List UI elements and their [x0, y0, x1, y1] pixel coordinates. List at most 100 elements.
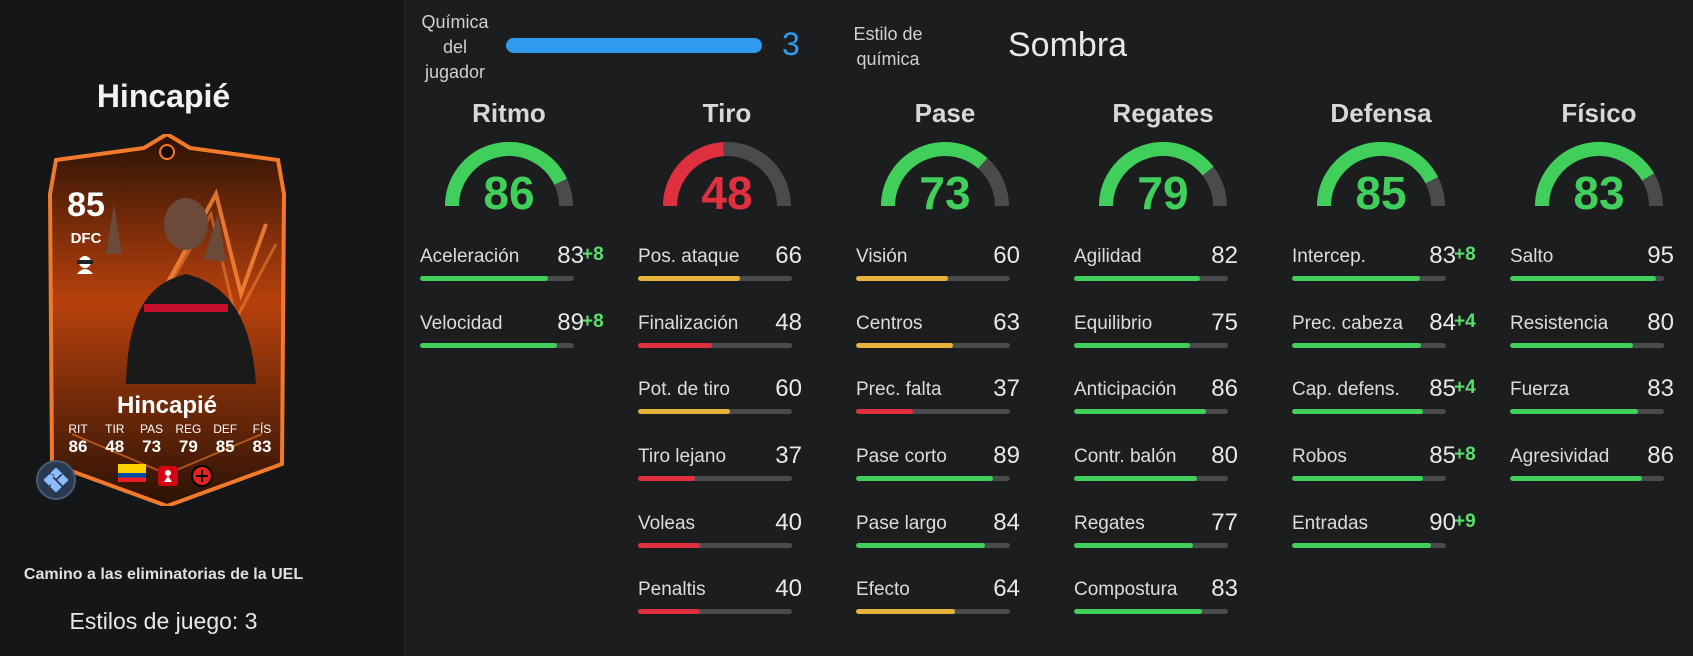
attribute-boost: +4 [1454, 377, 1476, 399]
attribute-row[interactable]: Visión 60 [856, 242, 1034, 309]
attribute-name: Agilidad [1074, 246, 1142, 267]
attribute-row[interactable]: Salto 95 [1510, 242, 1688, 309]
attribute-name: Agresividad [1510, 446, 1610, 468]
attribute-row[interactable]: Compostura 83 [1074, 575, 1252, 642]
attribute-row[interactable]: Efecto 64 [856, 575, 1034, 642]
attribute-bar [420, 276, 574, 281]
chemistry-style-label: Estilo de química [853, 24, 923, 69]
attribute-row[interactable]: Voleas 40 [638, 509, 816, 576]
attribute-value: 40 [775, 575, 802, 603]
attribute-boost: +9 [1454, 510, 1476, 532]
card-stat-value: 79 [178, 437, 198, 456]
attribute-name: Compostura [1074, 579, 1178, 601]
attribute-row[interactable]: Tiro lejano 37 [638, 442, 816, 509]
gauge-arc [881, 142, 1009, 207]
attribute-row[interactable]: Aceleración 83 +8 [420, 242, 604, 309]
attribute-bar [638, 476, 792, 482]
attribute-bar [1074, 609, 1228, 615]
stat-gauge: 73 [856, 134, 1034, 238]
attribute-row[interactable]: Fuerza 83 [1510, 375, 1688, 442]
attribute-list: Intercep. 83 +8 Prec. cabeza 84 +4 Cap. defens… [1292, 242, 1476, 576]
attribute-name: Contr. balón [1074, 446, 1177, 468]
attribute-bar [1074, 476, 1228, 482]
attribute-bar-fill [1510, 342, 1634, 348]
stat-column-ritmo: Ritmo 86 Aceleración 83 +8 Velocidad 89 +8 [420, 98, 604, 376]
attribute-row[interactable]: Finalización 48 [638, 309, 816, 376]
attribute-value: 85 [1429, 375, 1456, 403]
stat-column-regates: Regates 79 Agilidad 82 Equilibrio 75 Anticipac… [1074, 98, 1252, 642]
stat-category-title: Físico [1561, 98, 1637, 128]
attribute-value: 83 [1211, 575, 1238, 603]
attribute-value: 84 [1429, 308, 1456, 336]
attribute-row[interactable]: Contr. balón 80 [1074, 442, 1252, 509]
attribute-row[interactable]: Cap. defens. 85 +4 [1292, 375, 1476, 442]
attribute-bar-fill [1292, 342, 1422, 348]
attribute-row[interactable]: Velocidad 89 +8 [420, 309, 604, 376]
stat-category-value: 85 [1355, 167, 1407, 219]
attribute-boost: +8 [582, 310, 604, 332]
attribute-bar-fill [1292, 476, 1423, 482]
playstyles-count[interactable]: Estilos de juego: 3 [69, 608, 258, 634]
attribute-bar-fill [856, 609, 955, 615]
attribute-value: 84 [993, 508, 1020, 536]
attribute-bar [638, 542, 792, 548]
attribute-bar [638, 409, 792, 415]
stat-category-value: 86 [483, 167, 535, 219]
attribute-bar [638, 342, 792, 348]
attribute-bar-fill [638, 409, 731, 415]
attribute-row[interactable]: Robos 85 +8 [1292, 442, 1476, 509]
attribute-row[interactable]: Pos. ataque 66 [638, 242, 816, 309]
evolution-icon[interactable] [36, 460, 76, 500]
card-stats: RIT 86 TIR 48 PAS 73 REG 79 DEF 85 FÍS 83 [62, 422, 278, 457]
attribute-value: 83 [1647, 375, 1674, 403]
attribute-row[interactable]: Prec. cabeza 84 +4 [1292, 308, 1476, 376]
stat-gauge: 86 [420, 134, 598, 238]
attribute-row[interactable]: Centros 63 [856, 309, 1034, 376]
attribute-row[interactable]: Entradas 90 +9 [1292, 509, 1476, 576]
attribute-value: 63 [993, 308, 1020, 336]
attribute-row[interactable]: Anticipación 86 [1074, 375, 1252, 442]
attribute-bar [420, 342, 574, 348]
shadow-chemstyle-icon [77, 256, 93, 274]
attribute-bar-fill [1074, 342, 1190, 348]
attribute-row[interactable]: Pot. de tiro 60 [638, 375, 816, 442]
attribute-value: 83 [1429, 242, 1456, 269]
attribute-row[interactable]: Agilidad 82 [1074, 242, 1252, 309]
attribute-row[interactable]: Intercep. 83 +8 [1292, 242, 1476, 309]
attribute-bar [1292, 342, 1446, 348]
attribute-row[interactable]: Equilibrio 75 [1074, 309, 1252, 376]
card-stat-label: PAS [140, 422, 164, 436]
stat-category-title: Defensa [1330, 98, 1432, 128]
attribute-bar-fill [1074, 409, 1207, 415]
attribute-row[interactable]: Resistencia 80 [1510, 309, 1688, 376]
stat-column-defensa: Defensa 85 Intercep. 83 +8 Prec. cabeza 84 +4 Ca… [1292, 98, 1476, 576]
attribute-value: 60 [775, 375, 802, 403]
stat-category-value: 48 [701, 167, 753, 219]
attribute-value: 95 [1647, 242, 1674, 269]
attribute-row[interactable]: Pase corto 89 [856, 442, 1034, 509]
attribute-value: 85 [1429, 442, 1456, 470]
attribute-name: Velocidad [420, 312, 503, 334]
attribute-value: 82 [1211, 242, 1238, 269]
chemistry-style-value[interactable]: Sombra [1008, 26, 1128, 64]
attribute-bar-fill [420, 342, 558, 348]
attribute-value: 60 [993, 242, 1020, 269]
stat-gauge: 85 [1292, 134, 1470, 238]
attribute-name: Visión [856, 246, 908, 267]
attribute-name: Fuerza [1510, 379, 1570, 401]
stat-category-value: 73 [919, 167, 971, 219]
attribute-row[interactable]: Agresividad 86 [1510, 442, 1688, 509]
card-stat: TIR 48 [99, 422, 131, 457]
player-card[interactable]: 85 DFC Hincapié RIT 86 TIR 48 PAS 73 REG 79 … [36, 134, 298, 506]
attribute-row[interactable]: Regates 77 [1074, 509, 1252, 576]
attribute-bar [1074, 542, 1228, 548]
card-position: DFC [70, 230, 102, 247]
card-program-subtitle: Camino a las eliminatorias de la UEL [23, 566, 304, 583]
attribute-bar-fill [638, 342, 712, 348]
attribute-row[interactable]: Penaltis 40 [638, 575, 816, 642]
attribute-row[interactable]: Prec. falta 37 [856, 375, 1034, 442]
chemistry-bar [506, 38, 762, 53]
attribute-row[interactable]: Pase largo 84 [856, 509, 1034, 576]
attribute-name: Pos. ataque [638, 246, 740, 267]
card-rating: 85 [67, 186, 105, 224]
